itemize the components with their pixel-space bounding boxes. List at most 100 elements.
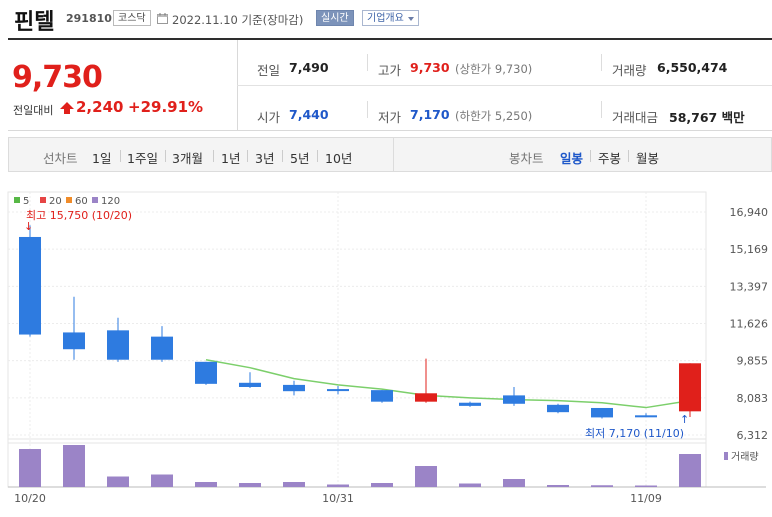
candle-body	[635, 415, 657, 418]
divider	[367, 101, 368, 118]
candle-body	[19, 236, 41, 335]
volume-bar	[679, 454, 701, 487]
candle-weekly[interactable]: 주봉	[598, 151, 622, 166]
divider	[317, 150, 318, 162]
divider	[393, 138, 394, 171]
prev-close-value: 7,490	[289, 60, 329, 75]
candle-body	[371, 390, 393, 402]
candle-daily[interactable]: 일봉	[560, 151, 584, 166]
y-tick-label: 15,169	[730, 243, 769, 256]
legend-swatch	[14, 197, 20, 203]
period-3m[interactable]: 3개월	[172, 151, 203, 166]
volume-value: 6,550,474	[657, 60, 728, 75]
up-arrow-icon	[60, 102, 74, 114]
min-arrow-icon: ↑	[680, 413, 689, 426]
open-value: 7,440	[289, 107, 329, 122]
period-10y[interactable]: 10년	[325, 151, 353, 166]
line-chart-label: 선차트	[43, 151, 78, 166]
company-overview-dropdown[interactable]: 기업개요	[362, 10, 419, 26]
stock-code: 291810	[66, 12, 112, 25]
current-price: 9,730	[12, 60, 103, 95]
volume-bar	[283, 482, 305, 487]
volume-legend-swatch	[724, 452, 728, 460]
candle-body	[459, 402, 481, 406]
candle-body	[547, 404, 569, 413]
prev-close-label: 전일	[257, 63, 281, 78]
volume-bar	[415, 466, 437, 487]
volume-bar	[459, 483, 481, 487]
candle-body	[415, 393, 437, 402]
divider	[590, 150, 591, 162]
x-tick-label: 10/31	[322, 492, 354, 505]
volume-bar	[239, 483, 261, 487]
divider	[367, 54, 368, 71]
ma5-line	[205, 358, 691, 409]
volume-bar	[151, 474, 173, 487]
volume-bar	[591, 485, 613, 487]
x-tick-label: 10/20	[14, 492, 46, 505]
divider	[247, 150, 248, 162]
candle-monthly[interactable]: 월봉	[636, 151, 660, 166]
trade-amount-label: 거래대금	[612, 110, 659, 125]
period-1y[interactable]: 1년	[221, 151, 241, 166]
calendar-icon	[157, 13, 168, 24]
volume-bar	[547, 485, 569, 487]
candle-body	[107, 330, 129, 360]
open-label: 시가	[257, 110, 281, 125]
legend-label: 20	[49, 196, 62, 207]
divider	[120, 150, 121, 162]
period-1d[interactable]: 1일	[92, 151, 112, 166]
current-price-box: 9,730 전일대비 2,240 +29.91%	[8, 40, 238, 130]
volume-bar	[327, 484, 349, 487]
stock-name: 핀텔	[14, 10, 55, 35]
high-label: 고가	[378, 63, 402, 78]
change-amount: 2,240	[76, 98, 124, 116]
divider	[165, 150, 166, 162]
divider	[601, 101, 602, 118]
legend-label: 120	[101, 196, 120, 207]
min-price-label: 최저 7,170 (11/10)	[585, 427, 684, 440]
header-divider	[8, 38, 772, 40]
stock-header: 핀텔 291810 코스닥 2022.11.10 기준(장마감) 실시간 기업개…	[0, 0, 772, 38]
trade-amount-value: 58,767 백만	[669, 110, 745, 125]
y-tick-label: 6,312	[737, 429, 769, 442]
candlestick-chart-area: 16,940 15,169 13,397 11,626 9,855 8,083 6,312 1…	[0, 190, 772, 513]
candle-body	[283, 384, 305, 392]
volume-bar	[503, 479, 525, 487]
lower-limit: (하한가 5,250)	[455, 109, 533, 123]
candlestick-chart: 16,940 15,169 13,397 11,626 9,855 8,083 6,312 1…	[7, 191, 769, 505]
candle-body	[195, 361, 217, 384]
volume-label: 거래량	[731, 451, 759, 463]
volume-label: 거래량	[612, 63, 647, 78]
price-plot-frame	[7, 191, 707, 444]
divider	[213, 150, 214, 162]
volume-bar	[371, 483, 393, 487]
candle-body	[239, 382, 261, 387]
change-rate: +29.91%	[128, 98, 204, 116]
legend-label: 60	[75, 196, 88, 207]
volume-bar	[19, 449, 41, 487]
market-badge: 코스닥	[113, 10, 151, 26]
divider	[282, 150, 283, 162]
price-summary: 9,730 전일대비 2,240 +29.91% 전일 7,490 고가 9,7…	[8, 40, 772, 131]
change-label: 전일대비	[13, 104, 54, 117]
base-date: 2022.11.10 기준(장마감)	[172, 13, 304, 27]
y-tick-label: 8,083	[737, 392, 769, 405]
y-tick-label: 9,855	[737, 355, 769, 368]
max-arrow-icon: ↓	[24, 220, 33, 233]
volume-bar	[63, 445, 85, 487]
divider	[601, 54, 602, 71]
candle-body	[63, 332, 85, 350]
realtime-button[interactable]: 실시간	[316, 10, 354, 26]
volume-bar	[635, 485, 657, 487]
max-price-label: 최고 15,750 (10/20)	[26, 209, 132, 222]
y-tick-label: 13,397	[730, 280, 769, 293]
period-3y[interactable]: 3년	[255, 151, 275, 166]
y-tick-label: 11,626	[730, 318, 769, 331]
volume-bar	[107, 476, 129, 487]
legend-swatch	[66, 197, 72, 203]
period-1w[interactable]: 1주일	[127, 151, 158, 166]
low-label: 저가	[378, 110, 402, 125]
period-5y[interactable]: 5년	[290, 151, 310, 166]
low-value: 7,170	[410, 107, 450, 122]
